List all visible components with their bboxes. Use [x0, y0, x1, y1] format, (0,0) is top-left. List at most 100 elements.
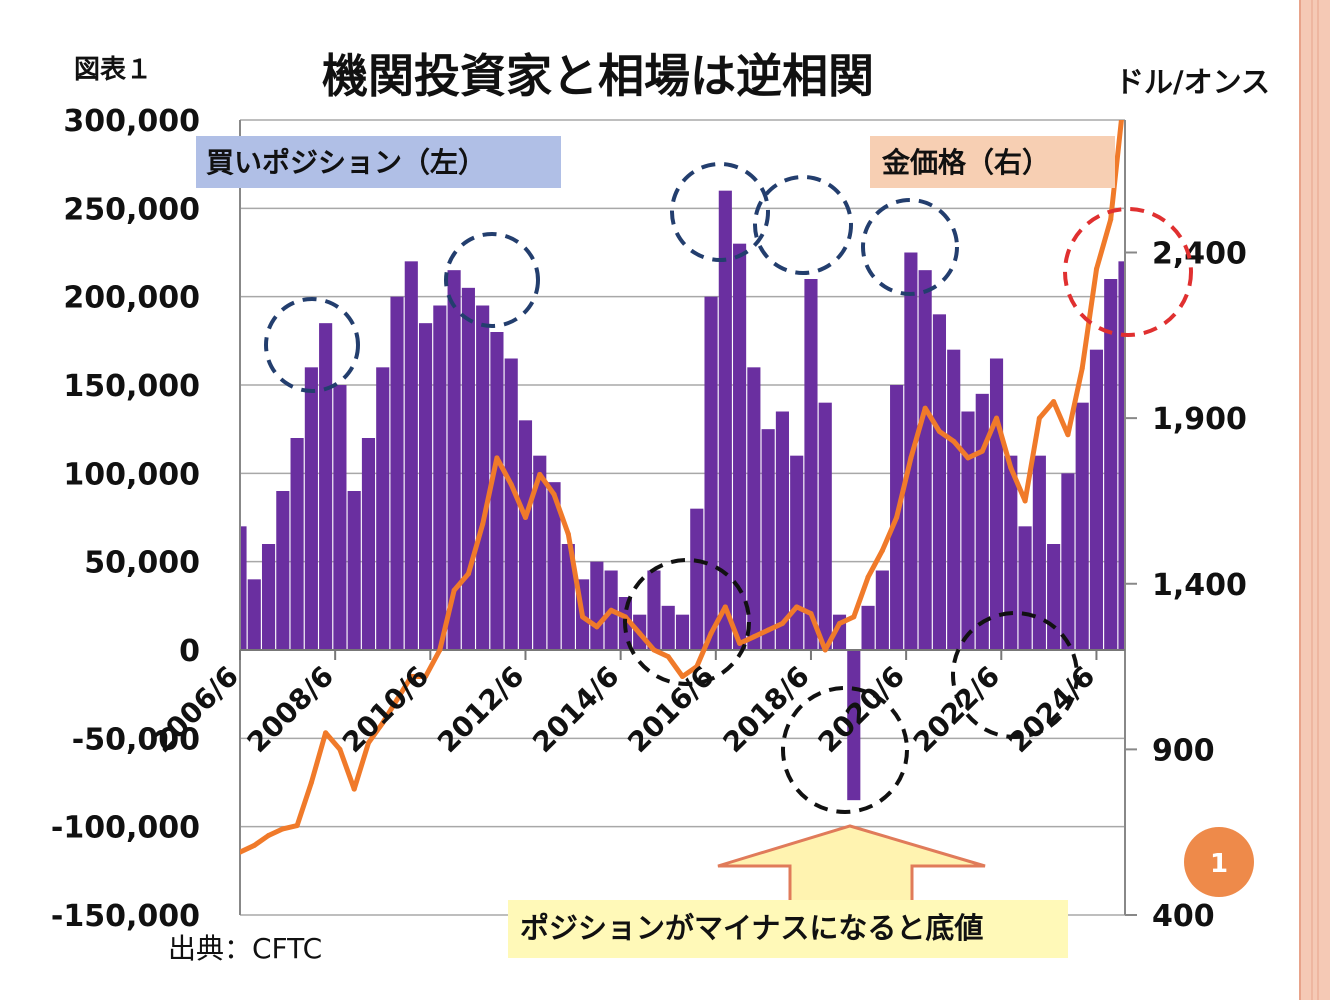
gold-price-point — [294, 823, 300, 829]
gold-price-point — [508, 481, 514, 487]
gold-price-point — [694, 664, 700, 670]
gold-price-point — [779, 621, 785, 626]
right-series-label-bg — [870, 136, 1115, 188]
position-bar — [376, 367, 390, 650]
gold-price-point — [651, 647, 657, 653]
x-tick-label: 2012/6 — [431, 660, 530, 759]
x-tick-label: 2018/6 — [716, 660, 815, 759]
position-bar — [1004, 455, 1018, 650]
position-bar — [1118, 261, 1125, 650]
position-bar — [1032, 455, 1046, 650]
highlight-circles — [264, 162, 1193, 814]
gold-price-point — [936, 428, 942, 434]
position-bar — [476, 305, 490, 650]
position-bars — [240, 190, 1125, 801]
gold-price-point — [837, 621, 843, 626]
trough-circle — [781, 686, 909, 814]
left-tick-label: 250,000 — [63, 192, 200, 227]
position-bar — [490, 332, 504, 650]
source-note: 出典：CFTC — [168, 932, 322, 965]
position-bar — [447, 270, 461, 650]
position-bar — [747, 367, 761, 650]
right-series-label: 金価格（右） — [881, 146, 1050, 179]
position-bar — [504, 358, 518, 650]
left-tick-label: 50,000 — [84, 546, 200, 581]
x-tick-label: 2014/6 — [526, 660, 625, 759]
right-tick-label: 1,400 — [1152, 568, 1247, 603]
gold-price-point — [708, 630, 714, 636]
position-bar — [861, 605, 875, 650]
gold-price-point — [266, 833, 272, 838]
gold-price-point — [637, 630, 643, 636]
left-tick-label: -100,000 — [51, 811, 200, 846]
peak-circle — [861, 198, 959, 296]
position-bar — [533, 455, 547, 650]
left-tick-label: 150,000 — [63, 369, 200, 404]
position-bar — [918, 270, 932, 650]
gold-price-point — [922, 405, 928, 411]
position-bar — [347, 491, 361, 650]
gold-price-point — [594, 624, 600, 630]
left-tick-label: 300,000 — [63, 104, 200, 139]
x-tick-label: 2016/6 — [621, 660, 720, 759]
position-bar — [390, 296, 404, 650]
position-bar — [790, 455, 804, 650]
gold-price-point — [765, 627, 771, 633]
gold-price-point — [1093, 266, 1099, 272]
gold-price-point — [1051, 399, 1057, 405]
gold-price-point — [437, 647, 443, 653]
grid-lines — [240, 119, 1125, 916]
x-axis-ticks: 2006/62008/62010/62012/62014/62016/62018… — [146, 650, 1101, 759]
peak-circle — [444, 232, 540, 328]
position-bar — [333, 385, 347, 650]
gold-price-point — [965, 455, 971, 461]
gold-price-point — [308, 780, 314, 785]
callout-bg — [508, 900, 1068, 958]
trough-circle — [951, 611, 1079, 739]
gold-price-point — [1022, 498, 1028, 504]
gold-price-point — [865, 574, 871, 580]
position-bar — [761, 429, 775, 650]
gold-price-point — [551, 491, 557, 497]
position-bar — [947, 349, 961, 650]
gold-price-point — [494, 455, 500, 461]
position-bar — [240, 526, 247, 650]
gold-price-point — [722, 604, 728, 610]
peak-circle — [753, 175, 853, 275]
gold-price-point — [280, 826, 286, 832]
gold-price-point — [908, 455, 914, 461]
gold-price-point — [337, 746, 343, 752]
gold-price-point — [665, 654, 671, 660]
right-axis-ticks: 400 900 1,400 1,900 2,400 — [1125, 237, 1247, 934]
gold-price-point — [822, 647, 828, 653]
right-tick-label: 1,900 — [1152, 402, 1247, 437]
position-bar — [1075, 402, 1089, 650]
gold-price-point — [979, 448, 985, 454]
gold-price-point — [365, 740, 371, 746]
position-bar — [690, 508, 704, 650]
gold-price-point — [451, 587, 457, 593]
gold-price-point — [537, 471, 543, 477]
position-bar — [961, 411, 975, 650]
position-bar — [718, 190, 732, 650]
position-bar — [661, 605, 675, 650]
x-tick-label: 2010/6 — [336, 660, 435, 759]
position-bar — [433, 305, 447, 650]
gold-price-point — [608, 607, 614, 613]
position-bar — [989, 358, 1004, 650]
left-series-label-bg — [196, 136, 561, 188]
gold-price-point — [408, 674, 414, 679]
left-tick-label: 0 — [179, 634, 200, 669]
gold-price-line — [240, 120, 1124, 855]
gold-price-point — [951, 438, 957, 444]
position-bar — [932, 314, 947, 650]
x-tick-label: 2022/6 — [907, 660, 1006, 759]
right-tick-label: 400 — [1152, 899, 1215, 934]
gold-price-point — [622, 614, 628, 620]
gold-price-point — [323, 730, 329, 736]
gold-price-point — [522, 515, 528, 520]
position-bar — [975, 393, 989, 650]
position-bar — [875, 570, 889, 650]
x-tick-label: 2020/6 — [812, 660, 911, 759]
gold-price-point — [580, 614, 586, 620]
